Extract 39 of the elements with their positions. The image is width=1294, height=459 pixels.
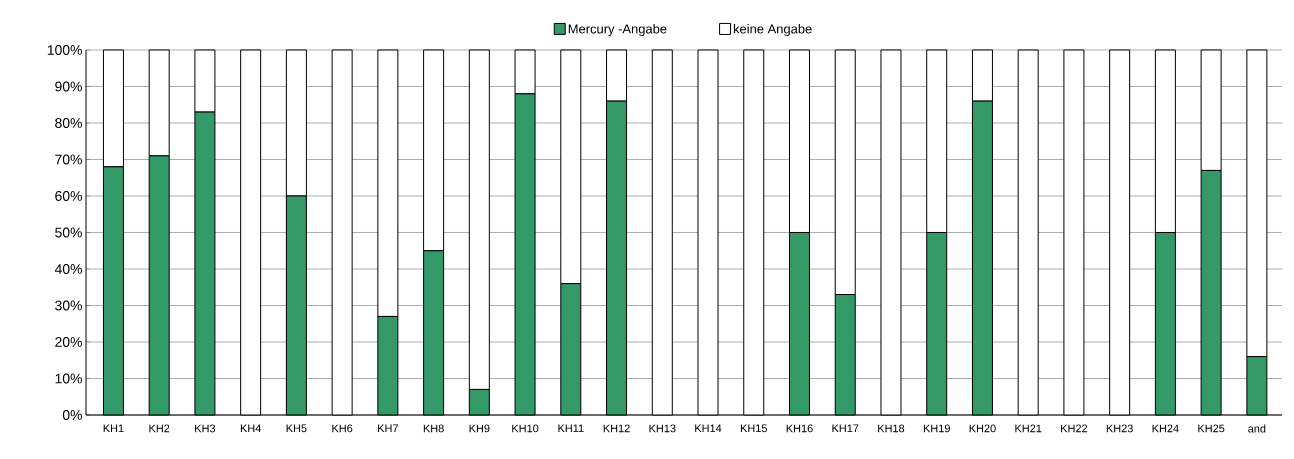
x-tick-label: KH4 — [240, 424, 261, 433]
x-tick-label: KH2 — [149, 424, 170, 433]
y-tick-label: 40% — [54, 264, 82, 274]
x-tick-label: KH12 — [603, 424, 630, 433]
x-tick-label: KH14 — [695, 424, 722, 433]
x-tick-label: KH21 — [1015, 424, 1042, 433]
x-tick-label: KH17 — [832, 424, 859, 433]
x-tick-label: KH3 — [195, 424, 216, 433]
x-tick-label: KH10 — [512, 424, 539, 433]
x-tick-label: KH20 — [969, 424, 996, 433]
x-tick-label: KH18 — [878, 424, 905, 433]
x-tick-label: KH9 — [469, 424, 490, 433]
x-tick-label: KH13 — [649, 424, 676, 433]
x-tick-label: KH7 — [378, 424, 398, 433]
y-tick-label: 90% — [55, 81, 82, 92]
x-tick-label: KH8 — [423, 424, 444, 433]
y-tick-label: 70% — [55, 154, 82, 165]
y-tick-label: 50% — [55, 227, 82, 238]
x-tick-label: KH24 — [1152, 424, 1179, 433]
y-tick-label: 20% — [55, 337, 82, 347]
x-tick-label: KH5 — [286, 424, 307, 433]
x-tick-label: KH19 — [923, 424, 950, 433]
x-tick-label: KH15 — [740, 424, 767, 433]
x-tick-label: KH23 — [1106, 424, 1133, 433]
y-tick-label: 80% — [55, 118, 82, 128]
y-tick-label: 60% — [55, 191, 82, 201]
x-tick-label: KH16 — [786, 424, 813, 433]
x-tick-label: KH25 — [1198, 424, 1225, 433]
x-tick-label: KH1 — [103, 424, 124, 433]
y-tick-label: 0% — [62, 410, 82, 420]
y-tick-label: 100% — [47, 45, 82, 55]
y-tick-label: 30% — [55, 300, 82, 311]
x-tick-label: KH6 — [332, 424, 353, 433]
legend-label: Mercury -Angabe — [568, 23, 667, 37]
y-tick-label: 10% — [55, 373, 82, 384]
legend-label: keine Angabe — [733, 23, 812, 37]
x-tick-label: KH22 — [1061, 424, 1088, 433]
x-tick-label: KH11 — [558, 424, 584, 433]
x-tick-label: and — [1248, 424, 1266, 433]
